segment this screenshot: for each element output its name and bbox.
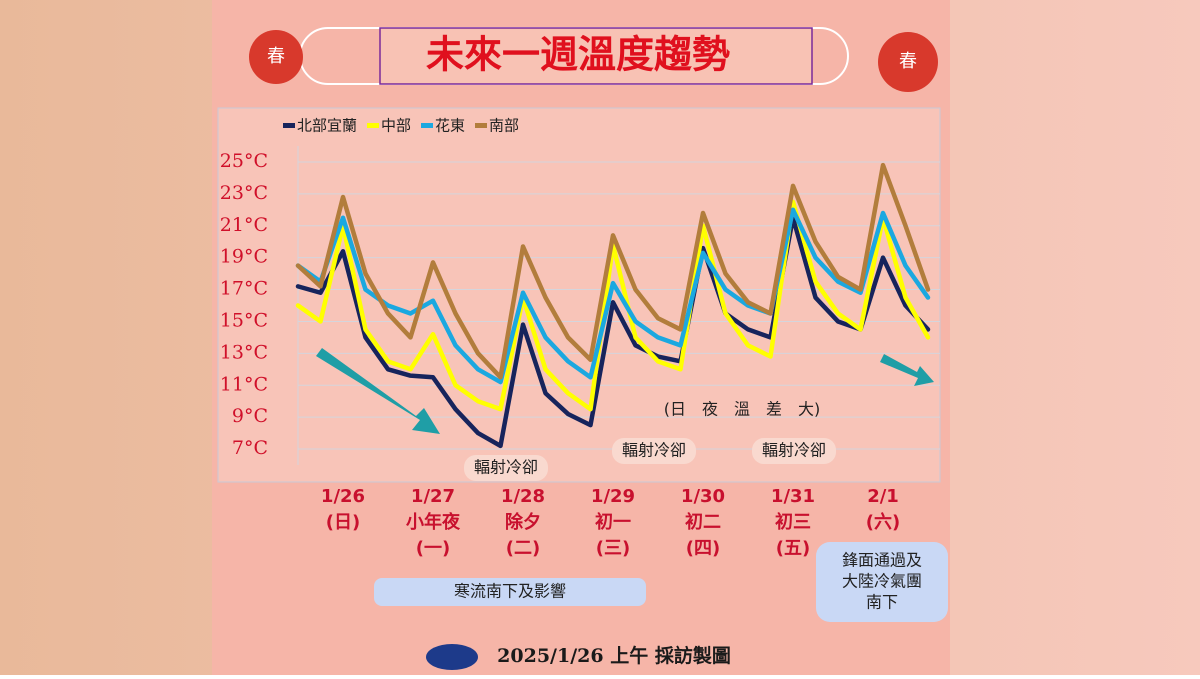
legend-swatch <box>421 123 433 128</box>
annotation: 鋒面通過及 <box>842 551 922 570</box>
y-tick-label: 19°C <box>220 246 268 268</box>
x-tick-label: (日) <box>326 512 360 533</box>
x-tick-label: 2/1 <box>867 486 899 507</box>
series-line <box>295 215 931 449</box>
x-tick-label: 初三 <box>775 511 811 533</box>
x-tick-label: 初二 <box>685 511 721 533</box>
y-tick-label: 25°C <box>220 150 268 172</box>
legend-swatch <box>367 123 379 128</box>
lantern-text: 春 <box>267 46 285 67</box>
x-tick-label: 1/29 <box>591 486 635 507</box>
arrow <box>880 354 934 386</box>
annotation: (日 夜 溫 差 大) <box>664 400 821 419</box>
y-tick-label: 17°C <box>220 278 268 300</box>
x-tick-label: 除夕 <box>505 511 541 533</box>
x-tick-label: (六) <box>866 511 900 533</box>
y-tick-label: 7°C <box>232 437 268 459</box>
annotation: 南下 <box>866 593 898 612</box>
y-tick-label: 21°C <box>220 214 268 236</box>
logo <box>426 644 478 670</box>
label-box <box>464 455 548 481</box>
legend-swatch <box>283 123 295 128</box>
x-tick-label: 初一 <box>595 511 631 533</box>
x-tick-label: 1/30 <box>681 486 725 507</box>
label-box <box>374 578 646 606</box>
x-tick-label: 1/27 <box>411 486 455 507</box>
y-tick-label: 11°C <box>220 373 268 395</box>
series-line <box>295 162 931 380</box>
x-tick-label: (三) <box>596 538 630 559</box>
annotation: 大陸冷氣團 <box>842 572 922 591</box>
lantern <box>878 32 938 92</box>
x-tick-label: (二) <box>506 538 540 559</box>
x-tick-label: (四) <box>686 538 720 559</box>
x-tick-label: 1/26 <box>321 486 365 507</box>
x-tick-label: 1/28 <box>501 486 545 507</box>
title-box <box>379 27 813 85</box>
y-tick-label: 9°C <box>232 405 268 427</box>
annotation: 輻射冷卻 <box>474 458 538 477</box>
legend-label: 北部宜蘭 <box>297 117 357 135</box>
label-box <box>752 438 836 464</box>
x-tick-label: (一) <box>416 538 450 559</box>
x-tick-label: 1/31 <box>771 486 815 507</box>
legend-swatch <box>475 123 487 128</box>
chart-title: 未來一週溫度趨勢 <box>426 33 730 77</box>
label-box <box>612 438 696 464</box>
lantern-text: 春 <box>899 51 917 72</box>
x-tick-label: (五) <box>776 538 810 559</box>
legend-label: 南部 <box>489 117 519 135</box>
y-tick-label: 13°C <box>220 341 268 363</box>
annotation: 輻射冷卻 <box>762 441 826 460</box>
annotation: 寒流南下及影響 <box>454 582 566 601</box>
lantern <box>249 30 303 84</box>
label-box <box>816 542 948 622</box>
arrow <box>316 348 440 434</box>
legend-label: 中部 <box>381 117 411 135</box>
annotation: 輻射冷卻 <box>622 441 686 460</box>
legend-label: 花東 <box>435 117 465 135</box>
series-line <box>295 207 931 385</box>
footer: 2025/1/26 上午 採訪製圖 <box>497 644 731 667</box>
x-tick-label: 小年夜 <box>406 511 461 533</box>
y-tick-label: 15°C <box>220 309 268 331</box>
y-tick-label: 23°C <box>220 182 268 204</box>
